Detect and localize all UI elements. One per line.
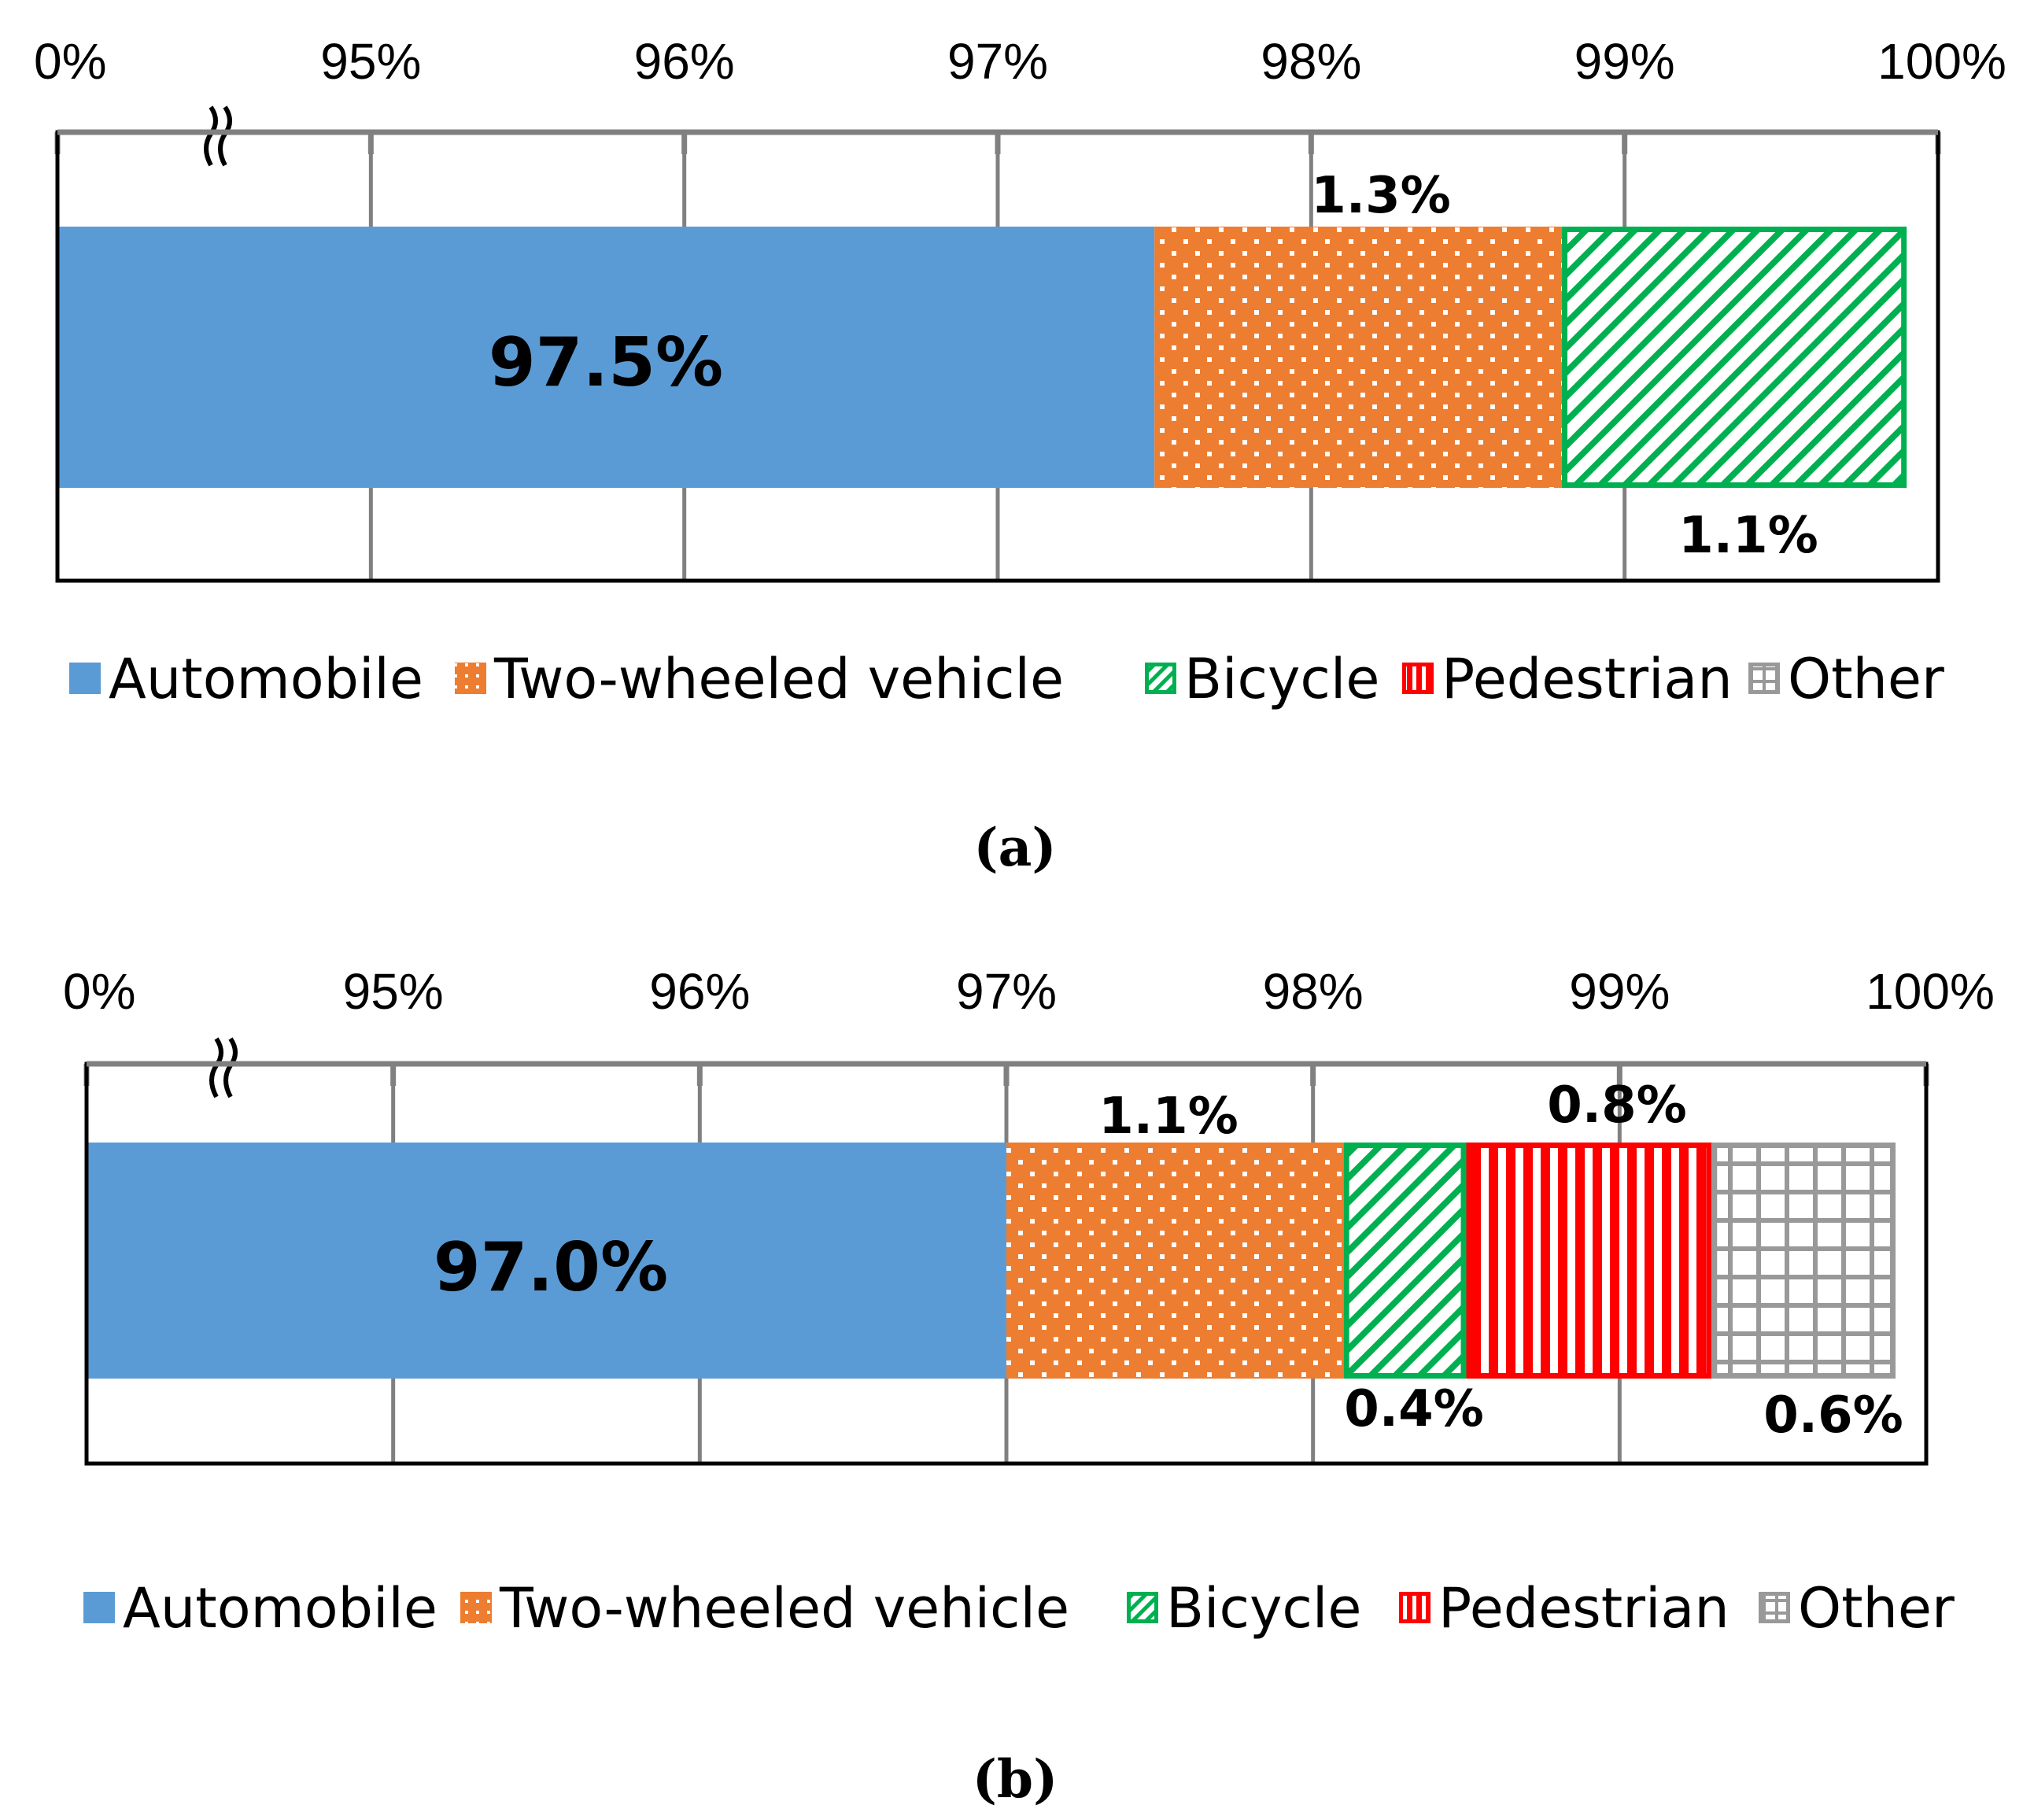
chart-caption: (a) — [973, 817, 1056, 878]
tick-label-0: 0% — [34, 33, 107, 90]
legend-label-automobile: Automobile — [109, 647, 423, 711]
tick-label-97: 97% — [956, 963, 1057, 1020]
bar-automobile — [87, 1143, 1006, 1379]
legend-swatch-other — [1759, 1592, 1790, 1623]
tick-label-99: 99% — [1574, 33, 1675, 90]
data-label-other: 0.6% — [1763, 1386, 1903, 1445]
tick-label-0: 0% — [63, 963, 136, 1020]
chart-b: 0% 95% 96% 97% 98% 99% 100% 97.0% 1.1% 0.4% 0.8% 0.… — [63, 963, 1995, 1810]
bar-other — [1711, 1143, 1896, 1379]
legend-label-two-wheeled-vehicle: Two-wheeled vehicle — [493, 647, 1064, 711]
data-label-two-wheeled-vehicle: 1.3% — [1311, 167, 1451, 225]
legend-swatch-automobile — [83, 1592, 115, 1623]
data-label-two-wheeled-vehicle: 1.1% — [1098, 1087, 1239, 1146]
legend-swatch-other — [1748, 663, 1780, 694]
bar-pedestrian — [1466, 1143, 1712, 1379]
legend-swatch-bicycle — [1127, 1592, 1158, 1623]
data-label-bicycle: 1.1% — [1678, 507, 1818, 565]
legend-label-pedestrian: Pedestrian — [1438, 1576, 1730, 1641]
bar-two-wheeled-vehicle — [1006, 1143, 1344, 1379]
tick-label-95: 95% — [320, 33, 421, 90]
legend-label-other: Other — [1798, 1576, 1955, 1641]
tick-label-99: 99% — [1569, 963, 1670, 1020]
chart-a: 0% 95% 96% 97% 98% 99% 100% 97.5% 1.3% 1.1% Automo… — [34, 33, 2006, 878]
data-label-automobile: 97.5% — [489, 323, 723, 402]
bar-automobile — [57, 227, 1155, 488]
legend-label-automobile: Automobile — [123, 1576, 437, 1641]
bar-two-wheeled-vehicle — [1154, 227, 1562, 488]
legend-label-pedestrian: Pedestrian — [1442, 647, 1733, 711]
tick-label-96: 96% — [634, 33, 735, 90]
data-label-bicycle: 0.4% — [1344, 1380, 1484, 1438]
axis-break-icon — [204, 105, 233, 168]
data-label-pedestrian: 0.8% — [1547, 1076, 1687, 1135]
legend-swatch-automobile — [69, 663, 101, 694]
axis-break-icon — [209, 1037, 238, 1099]
tick-label-100: 100% — [1866, 963, 1995, 1020]
legend-label-bicycle: Bicycle — [1166, 1576, 1361, 1641]
legend-swatch-pedestrian — [1402, 663, 1434, 694]
legend-swatch-pedestrian — [1399, 1592, 1430, 1623]
tick-label-95: 95% — [343, 963, 444, 1020]
legend-swatch-two-wheeled-vehicle — [460, 1592, 492, 1623]
tick-label-96: 96% — [649, 963, 750, 1020]
legend-swatch-two-wheeled-vehicle — [455, 663, 486, 694]
tick-label-98: 98% — [1263, 963, 1364, 1020]
tick-label-98: 98% — [1261, 33, 1361, 90]
tick-label-97: 97% — [947, 33, 1048, 90]
chart-caption: (b) — [973, 1748, 1058, 1810]
legend-swatch-bicycle — [1145, 663, 1176, 694]
legend-label-other: Other — [1788, 647, 1944, 711]
bar-bicycle — [1562, 227, 1907, 488]
legend-label-bicycle: Bicycle — [1184, 647, 1379, 711]
bar-bicycle — [1343, 1143, 1467, 1379]
data-label-automobile: 97.0% — [434, 1228, 668, 1307]
legend-label-two-wheeled-vehicle: Two-wheeled vehicle — [499, 1576, 1069, 1641]
tick-label-100: 100% — [1877, 33, 2006, 90]
